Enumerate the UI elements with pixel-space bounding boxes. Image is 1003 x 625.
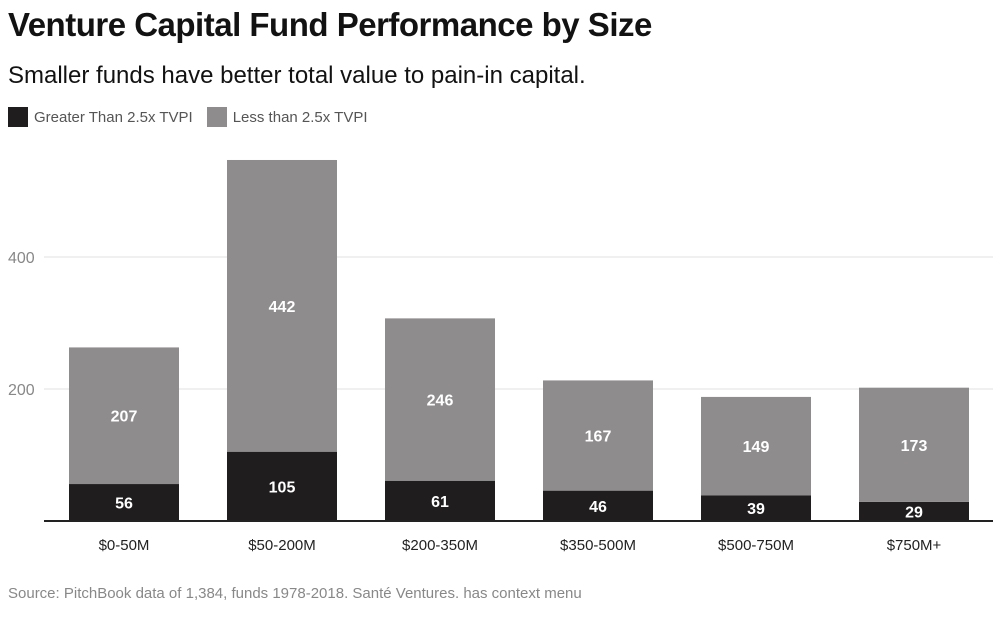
- legend: Greater Than 2.5x TVPI Less than 2.5x TV…: [8, 107, 382, 127]
- bar-less-2[interactable]: [385, 318, 495, 481]
- data-label-greater-3: 46: [589, 499, 607, 516]
- bar-greater-1[interactable]: [227, 451, 337, 521]
- bar-chart: 200 400 56 207 $0-50M 105 442 $50-200M 61 246 $200…: [8, 159, 993, 554]
- x-tick-label: $50-200M: [248, 537, 316, 554]
- legend-label-greater: Greater Than 2.5x TVPI: [34, 108, 193, 126]
- legend-swatch-greater: [8, 107, 28, 127]
- bar-greater-0[interactable]: [69, 484, 179, 521]
- bar-greater-4[interactable]: [701, 495, 811, 521]
- bar-less-1[interactable]: [227, 159, 337, 452]
- bar-greater-3[interactable]: [543, 490, 653, 521]
- data-label-less-5: 173: [901, 438, 928, 455]
- x-tick-label: $750M+: [887, 537, 942, 554]
- y-tick-label: 200: [8, 382, 35, 399]
- data-label-greater-1: 105: [269, 479, 296, 496]
- data-label-less-0: 207: [111, 409, 138, 426]
- legend-swatch-less: [206, 107, 227, 127]
- legend-label-less: Less than 2.5x TVPI: [232, 108, 368, 126]
- data-label-greater-4: 39: [747, 501, 765, 518]
- data-label-less-3: 167: [585, 429, 612, 446]
- x-tick-label: $0-50M: [99, 537, 150, 554]
- data-label-less-1: 442: [269, 299, 296, 316]
- data-label-greater-2: 61: [431, 494, 449, 511]
- legend-item-greater[interactable]: Greater Than 2.5x TVPI: [8, 107, 193, 127]
- x-tick-label: $500-750M: [718, 537, 794, 554]
- y-tick-label: 400: [8, 250, 35, 267]
- bar-less-0[interactable]: [69, 347, 179, 485]
- legend-item-less[interactable]: Less than 2.5x TVPI: [206, 107, 368, 127]
- data-label-less-2: 246: [427, 393, 454, 410]
- data-label-greater-0: 56: [115, 496, 133, 513]
- bar-greater-2[interactable]: [385, 480, 495, 521]
- chart-title: Venture Capital Fund Performance by Size: [8, 6, 652, 43]
- bar-less-4[interactable]: [701, 396, 811, 496]
- chart-subtitle: Smaller funds have better total value to…: [8, 62, 586, 89]
- bar-greater-5[interactable]: [859, 501, 969, 521]
- bar-less-3[interactable]: [543, 380, 653, 491]
- bar-less-5[interactable]: [859, 387, 969, 502]
- data-label-greater-5: 29: [905, 504, 923, 521]
- data-label-less-4: 149: [743, 439, 770, 456]
- x-tick-label: $350-500M: [560, 537, 636, 554]
- x-tick-label: $200-350M: [402, 537, 478, 554]
- source-note: Source: PitchBook data of 1,384, funds 1…: [8, 585, 582, 602]
